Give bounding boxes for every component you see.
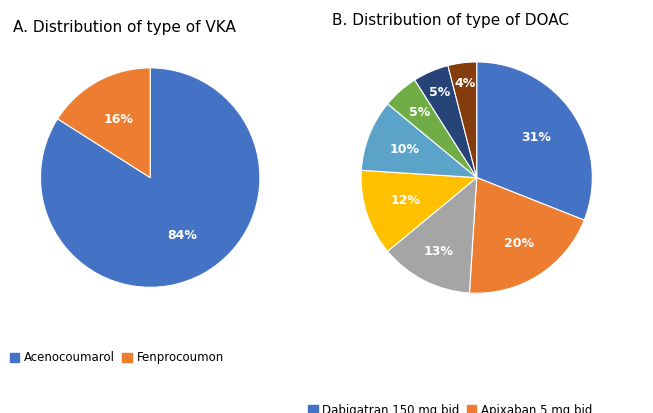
Wedge shape [361, 104, 477, 178]
Wedge shape [388, 80, 477, 178]
Text: 13%: 13% [424, 245, 454, 258]
Text: 31%: 31% [521, 131, 551, 144]
Text: 20%: 20% [504, 237, 534, 250]
Text: 84%: 84% [167, 229, 197, 242]
Wedge shape [57, 68, 150, 178]
Text: 16%: 16% [104, 114, 133, 126]
Wedge shape [388, 178, 477, 293]
Wedge shape [470, 178, 584, 293]
Text: 10%: 10% [390, 142, 420, 156]
Wedge shape [448, 62, 477, 178]
Legend: Dabigatran 150 mg bid, Edoxaban 60 mg od, Rivaroxaban 20 mg od, Edoxaban 30 mg o: Dabigatran 150 mg bid, Edoxaban 60 mg od… [304, 399, 623, 413]
Legend: Acenocoumarol, Fenprocoumon: Acenocoumarol, Fenprocoumon [5, 347, 229, 369]
Text: 12%: 12% [390, 195, 420, 207]
Text: 5%: 5% [429, 86, 451, 99]
Wedge shape [40, 68, 260, 287]
Wedge shape [477, 62, 592, 220]
Text: 5%: 5% [409, 106, 430, 119]
Text: A. Distribution of type of VKA: A. Distribution of type of VKA [13, 20, 236, 35]
Wedge shape [415, 66, 477, 178]
Text: B. Distribution of type of DOAC: B. Distribution of type of DOAC [332, 13, 569, 28]
Wedge shape [361, 170, 477, 251]
Text: 4%: 4% [454, 77, 475, 90]
